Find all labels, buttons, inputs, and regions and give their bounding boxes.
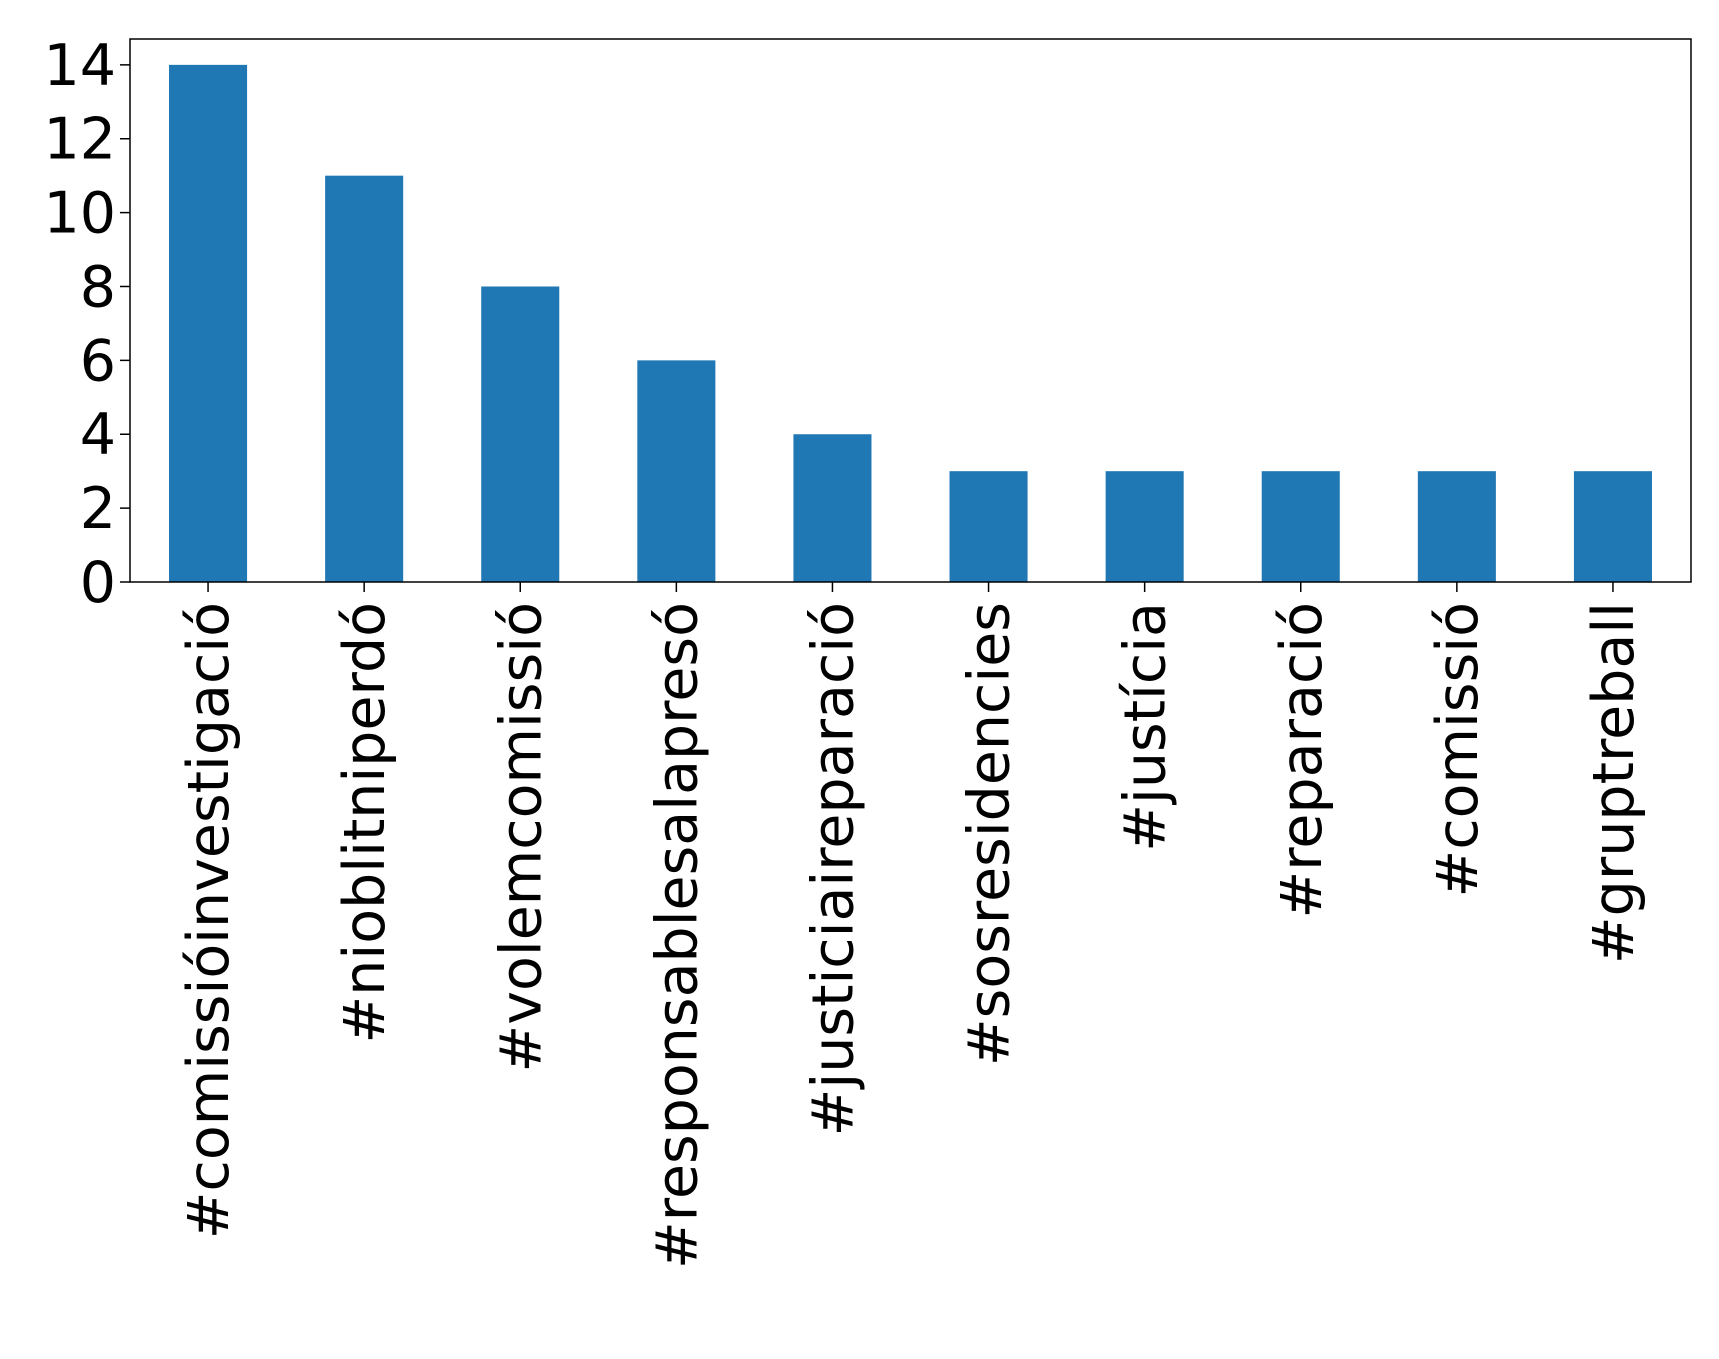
x-tick-label: #sosresidencies — [957, 602, 1023, 1066]
bar — [481, 286, 560, 582]
bar — [793, 434, 872, 582]
x-tick-label: #comissió — [1425, 602, 1491, 897]
x-tick-label: #justícia — [1113, 602, 1179, 852]
bars-layer — [169, 64, 1652, 583]
y-tick-label: 10 — [43, 181, 116, 247]
bar — [169, 64, 248, 583]
y-axis: 0 2 4 6 8 10 12 14 — [43, 33, 130, 616]
bar — [1105, 471, 1184, 582]
x-tick-label: #responsablesalapresó — [644, 602, 710, 1269]
y-tick-label: 14 — [43, 33, 116, 99]
y-tick-label: 0 — [80, 550, 116, 616]
bar — [1261, 471, 1340, 582]
y-tick-label: 2 — [80, 476, 116, 542]
x-tick-label: #reparació — [1269, 602, 1335, 919]
x-tick-label: #nioblitniperdó — [332, 602, 398, 1044]
y-tick-label: 4 — [80, 402, 116, 468]
y-tick-label: 8 — [80, 254, 116, 320]
x-tick-label: #justiciaireparació — [800, 602, 866, 1136]
bar — [637, 360, 716, 582]
x-tick-label: #volemcomissió — [488, 602, 554, 1072]
x-tick-label: #comissióinvestigació — [176, 602, 242, 1239]
bar — [325, 175, 404, 582]
y-tick-label: 6 — [80, 328, 116, 394]
bar — [949, 471, 1028, 582]
bar — [1417, 471, 1496, 582]
plot-frame — [129, 38, 1692, 583]
x-axis: #comissióinvestigació #nioblitniperdó #vol… — [176, 582, 1647, 1269]
y-tick-label: 12 — [43, 107, 116, 173]
bar — [1573, 471, 1652, 582]
x-tick-label: #gruptreball — [1581, 602, 1647, 964]
